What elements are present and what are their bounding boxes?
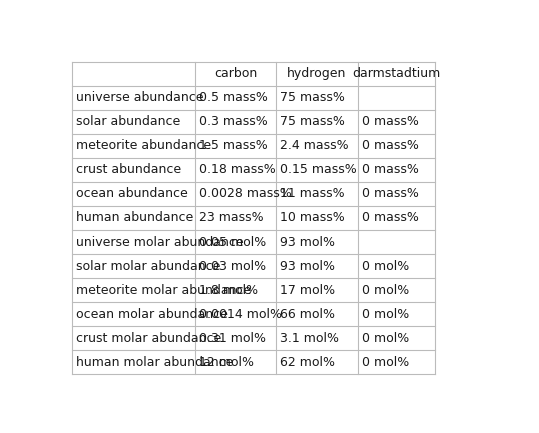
- Text: 1.5 mass%: 1.5 mass%: [199, 139, 268, 152]
- Text: ocean molar abundance: ocean molar abundance: [75, 307, 227, 320]
- Text: meteorite molar abundance: meteorite molar abundance: [75, 284, 251, 297]
- Text: 75 mass%: 75 mass%: [280, 91, 345, 104]
- Text: 2.4 mass%: 2.4 mass%: [280, 139, 349, 152]
- Text: 0.3 mass%: 0.3 mass%: [199, 116, 268, 129]
- Text: 17 mol%: 17 mol%: [280, 284, 336, 297]
- Text: solar molar abundance: solar molar abundance: [75, 259, 220, 272]
- Text: human molar abundance: human molar abundance: [75, 355, 233, 368]
- Text: 66 mol%: 66 mol%: [280, 307, 335, 320]
- Text: 75 mass%: 75 mass%: [280, 116, 345, 129]
- Text: 0 mol%: 0 mol%: [362, 284, 409, 297]
- Text: carbon: carbon: [214, 68, 257, 81]
- Text: 93 mol%: 93 mol%: [280, 259, 335, 272]
- Text: 3.1 mol%: 3.1 mol%: [280, 332, 340, 345]
- Text: 0 mol%: 0 mol%: [362, 355, 409, 368]
- Text: 62 mol%: 62 mol%: [280, 355, 335, 368]
- Text: 11 mass%: 11 mass%: [280, 187, 345, 200]
- Text: solar abundance: solar abundance: [75, 116, 180, 129]
- Text: 0 mol%: 0 mol%: [362, 332, 409, 345]
- Text: ocean abundance: ocean abundance: [75, 187, 188, 200]
- Text: 0 mass%: 0 mass%: [362, 187, 419, 200]
- Text: 0.18 mass%: 0.18 mass%: [199, 164, 276, 177]
- Text: 0.03 mol%: 0.03 mol%: [199, 259, 266, 272]
- Text: 0 mass%: 0 mass%: [362, 139, 419, 152]
- Text: crust molar abundance: crust molar abundance: [75, 332, 221, 345]
- Text: meteorite abundance: meteorite abundance: [75, 139, 211, 152]
- Text: 0 mol%: 0 mol%: [362, 259, 409, 272]
- Text: universe abundance: universe abundance: [75, 91, 203, 104]
- Text: 0 mass%: 0 mass%: [362, 116, 419, 129]
- Text: 12 mol%: 12 mol%: [199, 355, 254, 368]
- Text: 0.15 mass%: 0.15 mass%: [280, 164, 357, 177]
- Text: 10 mass%: 10 mass%: [280, 211, 345, 224]
- Text: 0.0028 mass%: 0.0028 mass%: [199, 187, 292, 200]
- Text: 0 mol%: 0 mol%: [362, 307, 409, 320]
- Text: universe molar abundance: universe molar abundance: [75, 236, 243, 249]
- Text: 0 mass%: 0 mass%: [362, 164, 419, 177]
- Text: 0.31 mol%: 0.31 mol%: [199, 332, 266, 345]
- Text: 93 mol%: 93 mol%: [280, 236, 335, 249]
- Text: crust abundance: crust abundance: [75, 164, 181, 177]
- Text: 0.0014 mol%: 0.0014 mol%: [199, 307, 282, 320]
- Text: human abundance: human abundance: [75, 211, 193, 224]
- Text: 23 mass%: 23 mass%: [199, 211, 264, 224]
- Text: 1.8 mol%: 1.8 mol%: [199, 284, 258, 297]
- Text: 0 mass%: 0 mass%: [362, 211, 419, 224]
- Text: darmstadtium: darmstadtium: [352, 68, 440, 81]
- Text: 0.5 mass%: 0.5 mass%: [199, 91, 268, 104]
- Text: 0.05 mol%: 0.05 mol%: [199, 236, 266, 249]
- Text: hydrogen: hydrogen: [287, 68, 347, 81]
